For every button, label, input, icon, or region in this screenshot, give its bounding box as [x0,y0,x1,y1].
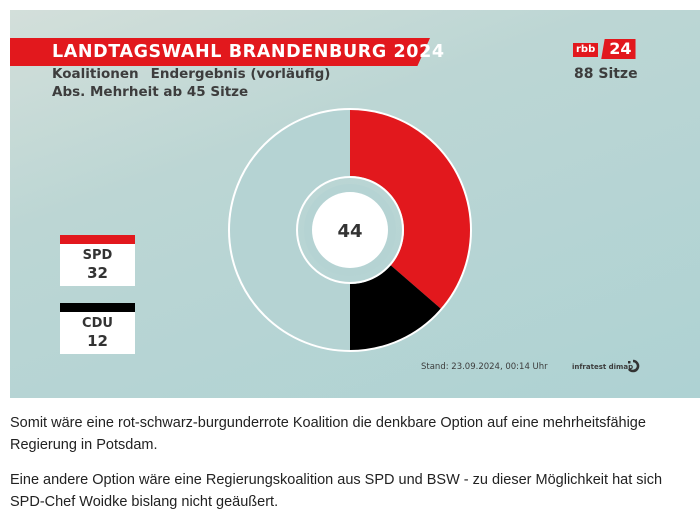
legend-card-cdu: CDU 12 [60,303,135,354]
center-value: 44 [337,221,362,242]
graphic-title: LANDTAGSWAHL BRANDENBURG 2024 [52,42,445,62]
legend-color-cdu [60,303,135,312]
majority-note: Abs. Mehrheit ab 45 Sitze [52,84,249,100]
legend-color-spd [60,235,135,244]
donut-slice-remaining [228,109,350,351]
legend-seats-cdu: 12 [87,332,108,350]
coalition-graphic: LANDTAGSWAHL BRANDENBURG 2024 Koalitione… [10,10,700,398]
total-seats: 88 Sitze [574,66,638,82]
center-disc [312,192,388,268]
title-band [10,38,430,66]
logo-rbb: rbb [573,43,599,57]
source-label: infratest dimap [572,363,634,371]
article-paragraph: Eine andere Option wäre eine Regierungsk… [10,472,663,510]
article-text: Somit wäre eine rot-schwarz-burgunderrot… [10,412,690,526]
logo-24: 24 [601,39,636,59]
rbb24-logo: rbb 24 [573,39,636,59]
infratest-dimap-icon [627,359,640,373]
subtitle-left: Koalitionen [52,66,139,82]
legend-seats-spd: 32 [87,264,108,282]
article-paragraph: Somit wäre eine rot-schwarz-burgunderrot… [10,415,646,453]
legend-card-spd: SPD 32 [60,235,135,286]
timestamp: Stand: 23.09.2024, 00:14 Uhr [421,362,548,372]
inner-ring [296,176,404,284]
subtitle: Koalitionen Endergebnis (vorläufig) [52,66,330,82]
donut-slice-spd [350,109,472,310]
legend-party-spd: SPD [82,248,113,263]
donut-outer-ring [228,108,472,352]
donut-chart: 44 [228,108,472,352]
subtitle-right: Endergebnis (vorläufig) [150,66,331,82]
legend-party-cdu: CDU [82,316,113,331]
